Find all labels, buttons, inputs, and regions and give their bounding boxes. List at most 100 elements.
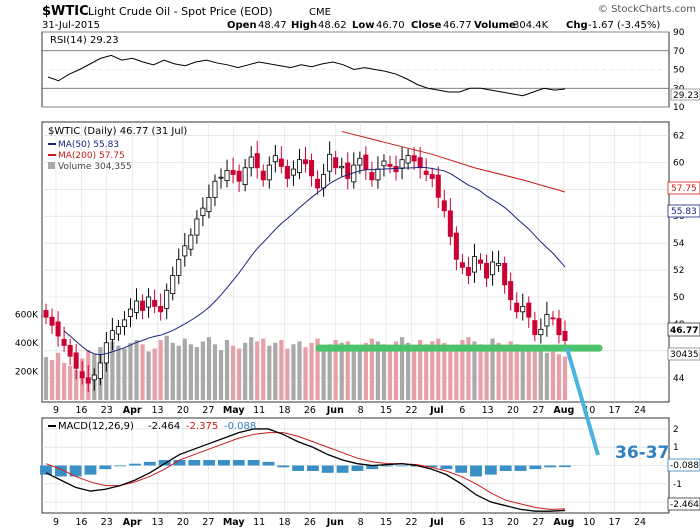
- candle-body: [544, 314, 550, 327]
- volume-bar: [237, 348, 242, 400]
- volume-bar: [273, 342, 278, 400]
- candle-body: [321, 174, 327, 189]
- price-x-tick: 15: [380, 405, 392, 416]
- ma200-value: 57.75: [671, 184, 697, 194]
- date: 31-Jul-2015: [42, 20, 100, 31]
- macd-histogram-bar: [559, 465, 571, 468]
- volume-bar: [146, 351, 151, 400]
- price-x-tick: Jun: [326, 405, 344, 416]
- rsi-series: [47, 54, 566, 97]
- volume-bar: [424, 344, 429, 400]
- volume-bar: [544, 352, 550, 400]
- volume-bar: [327, 344, 332, 400]
- price-x-tick: 17: [609, 405, 621, 416]
- volume-bar: [297, 341, 302, 400]
- volume-bar: [351, 345, 356, 400]
- macd-x-tick: Aug: [553, 517, 574, 528]
- volume-bar: [442, 342, 447, 400]
- candle-body: [278, 158, 284, 167]
- volume-bar: [484, 347, 489, 400]
- volume-bar: [230, 345, 236, 400]
- volume-bar: [526, 350, 531, 400]
- candle-body: [127, 308, 134, 317]
- candle-body: [520, 306, 526, 313]
- volume-bar: [158, 340, 163, 400]
- candle-body: [562, 330, 568, 341]
- macd-histogram-bar: [99, 465, 112, 470]
- candle-body: [538, 328, 544, 336]
- volume-bar: [61, 362, 67, 400]
- open-label: Open: [227, 20, 257, 31]
- candle-body: [248, 156, 254, 169]
- price-tick-label: 54: [673, 239, 685, 249]
- candle-body: [363, 154, 369, 170]
- price-x-tick: 27: [532, 405, 544, 416]
- candle-body: [206, 196, 212, 212]
- price-legend: $WTIC (Daily) 46.77 (31 Jul): [48, 126, 187, 137]
- candle-body: [381, 160, 387, 167]
- candle-body: [477, 259, 484, 264]
- candle-body: [266, 164, 272, 181]
- macd-x-tick: May: [223, 517, 246, 528]
- price-x-tick: Aug: [553, 405, 574, 416]
- candle-body: [97, 362, 103, 379]
- price-x-tick: 16: [75, 405, 87, 416]
- candle-body: [290, 168, 296, 176]
- price-x-tick: 26: [304, 405, 316, 416]
- price-x-tick: 27: [202, 405, 214, 416]
- macd-legend-signal: -2.375: [186, 421, 218, 432]
- macd-histogram-bar: [395, 465, 408, 467]
- volume-bar: [164, 335, 169, 400]
- macd-histogram-bar: [203, 460, 216, 466]
- volume-bar: [212, 344, 218, 400]
- candle-body: [242, 167, 248, 185]
- macd-histogram-bar: [321, 465, 334, 473]
- macd-histogram-bar: [277, 465, 290, 468]
- volume-bar: [140, 344, 145, 400]
- price-x-tick: 6: [459, 405, 465, 416]
- low-label: Low: [352, 20, 374, 31]
- price-panel-frame: [41, 121, 670, 403]
- macd-x-tick: 11: [253, 517, 265, 528]
- rsi-legend: RSI(14) 29.23: [50, 35, 119, 46]
- macd-histogram-bar: [114, 465, 127, 467]
- candle-body: [459, 262, 465, 268]
- ma50-line: [63, 166, 566, 356]
- macd-tick-label: 1: [673, 443, 679, 453]
- candle-body: [345, 162, 351, 179]
- volume-bar: [399, 337, 405, 400]
- macd-histogram-bar: [129, 463, 141, 466]
- candle-body: [309, 159, 315, 177]
- volume-bar: [556, 354, 562, 400]
- candle-body: [399, 159, 405, 169]
- macd-histogram-bar: [440, 465, 453, 470]
- candle-body: [140, 300, 146, 311]
- volume-bar: [381, 344, 387, 400]
- volume-bar: [520, 347, 525, 400]
- volume-bar: [418, 340, 423, 400]
- volume-bar: [122, 348, 127, 400]
- volume-bar: [309, 342, 314, 400]
- volume-bar: [532, 348, 537, 400]
- macd-histogram-bar: [69, 465, 82, 477]
- volume-bar: [315, 338, 320, 400]
- macd-x-tick: 23: [101, 517, 113, 528]
- candle-body: [508, 281, 514, 301]
- candle-body: [236, 170, 242, 182]
- volume-tick-label: 400K: [15, 339, 39, 349]
- volume-bar: [110, 341, 115, 400]
- ma50-legend: MA(50) 55.83: [58, 140, 119, 150]
- last-price: 46.77: [670, 326, 698, 336]
- volume-bar: [472, 341, 477, 400]
- price-x-tick: 20: [507, 405, 519, 416]
- volume-legend: Volume 304,355: [58, 162, 132, 172]
- macd-x-tick: 8: [358, 517, 364, 528]
- macd-histogram-bar: [173, 460, 186, 466]
- volume-bar: [369, 338, 374, 400]
- volume-bar: [291, 344, 296, 400]
- candle-body: [550, 317, 556, 320]
- candle-body: [327, 153, 333, 172]
- volume-bar: [68, 365, 73, 400]
- macd-histogram-bar: [247, 460, 260, 466]
- volume-legend-swatch: [48, 162, 55, 169]
